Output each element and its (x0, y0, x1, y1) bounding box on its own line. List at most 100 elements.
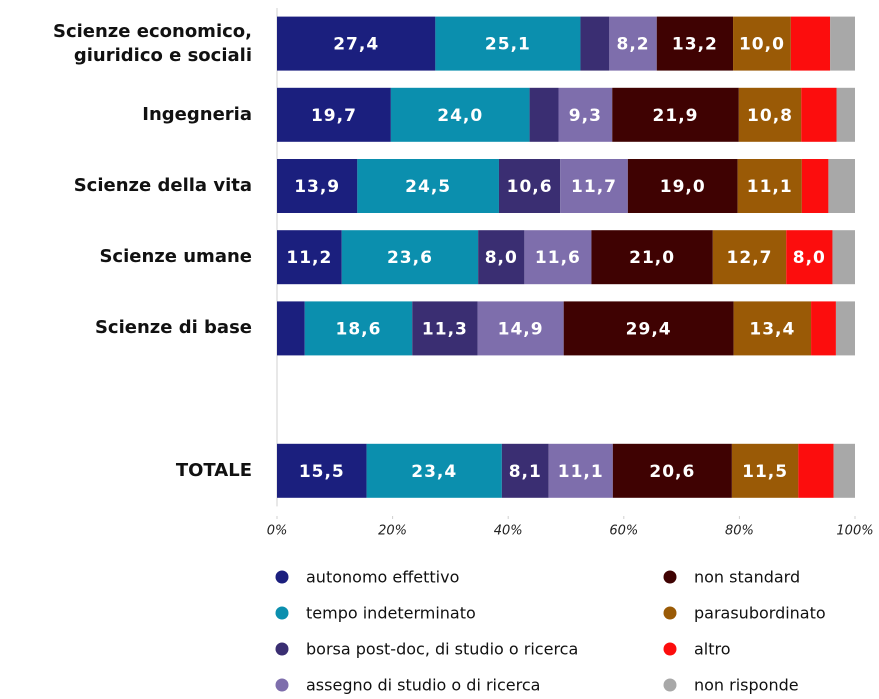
x-tick-label: 80% (725, 524, 754, 539)
value-label: 11,1 (747, 177, 793, 197)
bar-segment (501, 443, 549, 498)
bar-segment (563, 301, 734, 356)
bar-segment (277, 230, 342, 285)
value-label: 24,5 (405, 177, 451, 197)
bar-segment (580, 16, 610, 71)
bar-segment (478, 230, 525, 285)
value-label: 8,0 (485, 248, 518, 268)
legend-marker (663, 642, 677, 656)
value-label: 8,2 (616, 35, 649, 55)
bar-segment (341, 230, 479, 285)
value-label: 18,6 (336, 319, 382, 339)
bar-segment (830, 16, 855, 71)
category-label: Scienze di base (94, 317, 252, 339)
value-label: 13,9 (294, 177, 340, 197)
legend-label: tempo indeterminato (306, 604, 476, 623)
legend-label: borsa post-doc, di studio o ricerca (306, 640, 578, 659)
legend-marker (663, 678, 677, 692)
value-label: 12,7 (727, 248, 773, 268)
bar-segment (828, 159, 855, 213)
value-label: 11,2 (286, 248, 332, 268)
value-label: 25,1 (485, 35, 531, 55)
category-label: Scienze umane (99, 246, 252, 268)
legend-marker (275, 678, 289, 692)
bar-segment (612, 443, 732, 498)
value-label: 19,7 (311, 106, 357, 126)
legend-marker (275, 606, 289, 620)
bar-segment (733, 301, 812, 356)
value-label: 23,4 (411, 462, 457, 482)
bar-segment (798, 443, 834, 498)
bar-segment (548, 443, 613, 498)
category-label: TOTALE (175, 459, 252, 481)
bar-segment (832, 230, 855, 285)
bar-segment (477, 301, 564, 356)
category-label: Scienze economico, giuridico e sociali (52, 20, 252, 66)
value-label: 20,6 (649, 462, 695, 482)
legend-label: non standard (694, 568, 800, 587)
bar-segment (366, 443, 502, 498)
bar-segment (737, 159, 802, 213)
legend-label: autonomo effettivo (306, 568, 459, 587)
value-label: 27,4 (333, 35, 379, 55)
bar-segment (801, 87, 837, 142)
bar-segment (277, 16, 436, 71)
legend-label: parasubordinato (694, 604, 826, 623)
bar-segment (836, 87, 855, 142)
value-label: 8,1 (509, 462, 542, 482)
bar-segment (498, 159, 561, 213)
value-label: 23,6 (387, 248, 433, 268)
value-label: 9,3 (569, 106, 602, 126)
value-label: 11,7 (571, 177, 617, 197)
category-label: Ingegneria (142, 103, 252, 125)
bar-segment (790, 16, 831, 71)
bar-segment (524, 230, 592, 285)
bar-segment (412, 301, 478, 356)
legend-label: non risponde (694, 676, 799, 695)
legend-marker (663, 606, 677, 620)
value-label: 15,5 (299, 462, 345, 482)
value-label: 10,8 (747, 106, 793, 126)
x-tick-label: 60% (609, 524, 638, 539)
value-label: 13,2 (672, 35, 718, 55)
value-label: 13,4 (749, 319, 795, 339)
value-label: 11,3 (422, 319, 468, 339)
bar-segment (835, 301, 855, 356)
x-tick-label: 20% (378, 524, 407, 539)
bar-segment (277, 301, 305, 356)
value-label: 10,0 (739, 35, 785, 55)
bar-segment (712, 230, 787, 285)
value-label: 19,0 (660, 177, 706, 197)
x-tick-label: 40% (494, 524, 523, 539)
bar-segment (304, 301, 413, 356)
bar-segment (560, 159, 628, 213)
value-label: 29,4 (626, 319, 672, 339)
value-label: 11,1 (558, 462, 604, 482)
bar-segment (277, 87, 391, 142)
bar-segment (357, 159, 499, 213)
value-label: 8,0 (793, 248, 826, 268)
legend-label: assegno di studio o di ricerca (306, 676, 540, 695)
bar-segment (435, 16, 581, 71)
value-label: 21,0 (629, 248, 675, 268)
bar-segment (738, 87, 802, 142)
category-label: Scienze della vita (73, 175, 252, 196)
legend-marker (663, 570, 677, 584)
value-label: 10,6 (507, 177, 553, 197)
bar-segment (833, 443, 855, 498)
value-label: 11,6 (535, 248, 581, 268)
bar-segment (786, 230, 833, 285)
legend-marker (275, 642, 289, 656)
bar-segment (656, 16, 734, 71)
bar-segment (529, 87, 559, 142)
bar-segment (731, 443, 799, 498)
value-label: 21,9 (653, 106, 699, 126)
bar-segment (811, 301, 836, 356)
bar-segment (277, 443, 367, 498)
bar-segment (733, 16, 791, 71)
bar-segment (801, 159, 829, 213)
bar-segment (277, 159, 358, 213)
legend-label: altro (694, 640, 731, 659)
